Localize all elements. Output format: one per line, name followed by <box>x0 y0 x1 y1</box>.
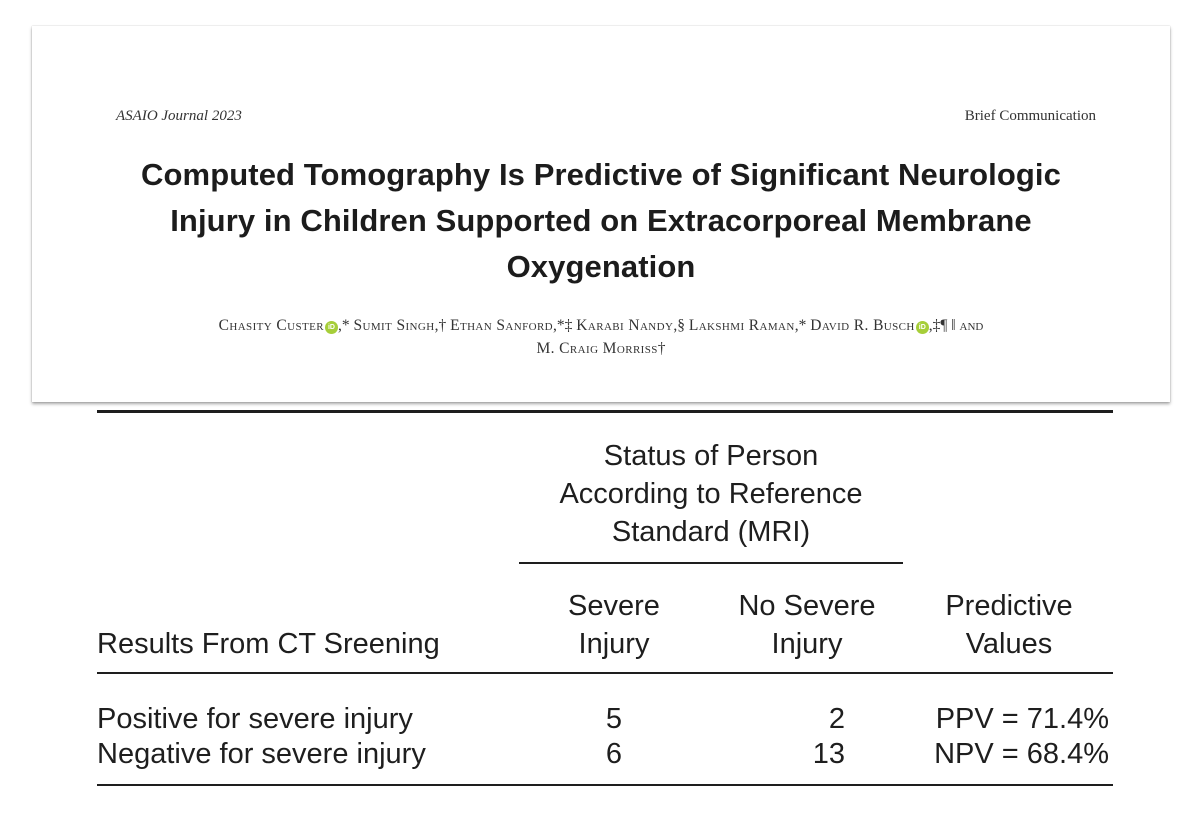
title-line: Oxygenation <box>506 249 696 284</box>
title-line: Injury in Children Supported on Extracor… <box>170 203 1032 238</box>
col-header-predictive: Predictive Values <box>915 587 1103 663</box>
col-header-no-severe: No Severe Injury <box>709 587 905 663</box>
cell-predictive: NPV = 68.4% <box>934 738 1109 770</box>
spanner-line: Status of Person <box>603 440 819 472</box>
author-name: Ethan Sanford <box>450 317 554 334</box>
table-top-rule <box>97 410 1113 413</box>
spanner-line: According to Reference <box>559 478 863 510</box>
col-header-line: Values <box>965 628 1053 660</box>
row-label: Positive for severe injury <box>97 703 413 735</box>
row-header: Results From CT Sreening <box>97 628 440 660</box>
row-label: Negative for severe injury <box>97 738 426 770</box>
article-section: Brief Communication <box>964 108 1096 124</box>
col-header-line: Injury <box>578 628 650 660</box>
article-title: Computed Tomography Is Predictive of Sig… <box>32 152 1170 290</box>
author-name: Lakshmi Raman <box>688 317 795 334</box>
orcid-icon[interactable]: iD <box>324 321 338 334</box>
header-bottom-rule <box>97 672 1113 674</box>
col-header-line: No Severe <box>738 590 876 622</box>
col-header-line: Predictive <box>945 590 1073 622</box>
table-bottom-rule <box>97 784 1113 786</box>
author-name: Sumit Singh <box>353 317 435 334</box>
author-marks: ,*‡ <box>553 317 573 334</box>
author-conjunction: and <box>959 317 984 334</box>
author-name: Chasity Custer <box>218 317 324 334</box>
author-name: Karabi Nandy <box>576 317 674 334</box>
orcid-icon[interactable]: iD <box>915 321 929 334</box>
author-marks: ,‡¶ ‖ <box>928 317 956 334</box>
article-header-card: ASAIO Journal 2023 Brief Communication C… <box>32 26 1170 402</box>
author-marks: ,† <box>434 317 447 334</box>
cell-severe: 6 <box>605 738 623 770</box>
spanner-rule <box>519 562 903 564</box>
cell-no-severe: 13 <box>812 738 845 770</box>
spanner-line: Standard (MRI) <box>611 516 811 548</box>
col-header-line: Severe <box>568 590 660 622</box>
cell-severe: 5 <box>605 703 623 735</box>
column-spanner-header: Status of Person According to Reference … <box>519 437 903 551</box>
author-name: M. Craig Morriss <box>536 340 658 357</box>
author-marks: † <box>657 340 666 357</box>
author-marks: ,§ <box>673 317 685 334</box>
cell-no-severe: 2 <box>828 703 845 735</box>
journal-name: ASAIO Journal 2023 <box>116 108 242 124</box>
cell-predictive: PPV = 71.4% <box>935 703 1109 735</box>
author-name: David R. Busch <box>810 317 915 334</box>
author-list: Chasity Custer iD ,* Sumit Singh,† Ethan S… <box>32 314 1170 360</box>
author-marks: ,* <box>337 317 350 334</box>
col-header-line: Injury <box>771 628 843 660</box>
results-table: Status of Person According to Reference … <box>97 410 1113 790</box>
title-line: Computed Tomography Is Predictive of Sig… <box>141 157 1061 192</box>
author-marks: ,* <box>794 317 807 334</box>
col-header-severe: Severe Injury <box>539 587 689 663</box>
